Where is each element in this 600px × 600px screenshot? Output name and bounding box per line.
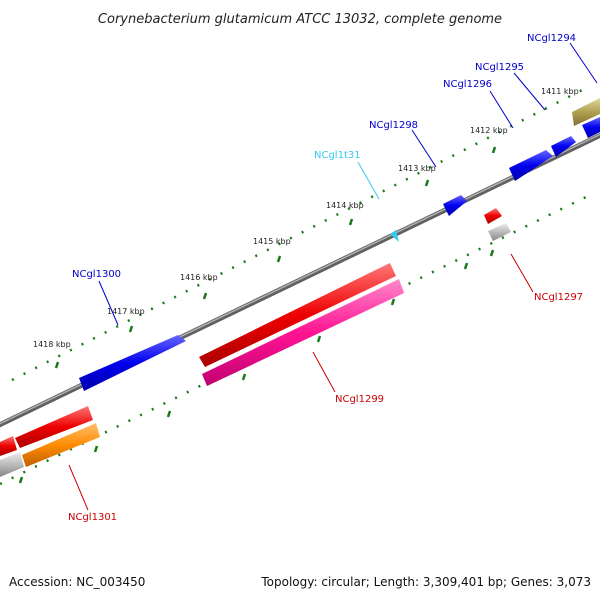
kbp-label-1413: 1413 kbp	[398, 164, 436, 173]
gene-label-ncgl1301[interactable]: NCgl1301	[68, 512, 117, 523]
leader-lines	[68, 42, 598, 511]
scale-labels: 1411 kbp 1412 kbp 1413 kbp 1414 kbp 1415…	[33, 87, 579, 349]
gene-arrow-ncgl1300[interactable]	[79, 335, 186, 391]
gene-feature-ncgl1299-pink	[202, 279, 404, 386]
gene-labels: NCgl1294 NCgl1295 NCgl1296 NCgl1298 NCgl…	[68, 33, 583, 523]
gene-arrow-ncgl1299[interactable]	[199, 263, 396, 367]
olive-feature	[572, 98, 600, 126]
kbp-label-1416: 1416 kbp	[180, 273, 218, 282]
gene-label-ncgl1300[interactable]: NCgl1300	[72, 269, 121, 280]
genome-stats-text: Topology: circular; Length: 3,309,401 bp…	[260, 575, 591, 589]
gene-label-ncgl1296[interactable]: NCgl1296	[443, 79, 492, 90]
gene-label-ncgl1295[interactable]: NCgl1295	[475, 62, 524, 73]
gene-label-ncgl1294[interactable]: NCgl1294	[527, 33, 576, 44]
gene-arrow-ncgl1296[interactable]	[509, 150, 553, 181]
gene-label-ncgl1t31[interactable]: NCgl1t31	[314, 150, 361, 161]
gene-arrow-ncgl1301[interactable]	[15, 406, 93, 448]
gene-arrow-ncgl1297[interactable]	[484, 208, 502, 224]
outer-major-ticks	[54, 146, 497, 369]
gene-feature-left-gray	[0, 452, 24, 477]
kbp-label-1415: 1415 kbp	[253, 237, 291, 246]
reverse-genes	[0, 208, 511, 477]
accession-text: Accession: NC_003450	[9, 575, 145, 589]
kbp-label-1414: 1414 kbp	[326, 201, 364, 210]
gene-arrow-ncgl1294[interactable]	[582, 117, 600, 138]
gene-arrow-ncgl1298[interactable]	[443, 195, 467, 216]
gene-feature-ncgl1301-orange	[22, 423, 100, 467]
gene-feature-left-red	[0, 436, 17, 456]
gene-label-ncgl1297[interactable]: NCgl1297	[534, 292, 583, 303]
forward-genes	[79, 98, 600, 391]
gene-arrow-ncgl1t31[interactable]	[390, 230, 399, 242]
kbp-label-1411: 1411 kbp	[541, 87, 579, 96]
kbp-label-1417: 1417 kbp	[107, 307, 145, 316]
kbp-label-1418: 1418 kbp	[33, 340, 71, 349]
gene-label-ncgl1299[interactable]: NCgl1299	[335, 394, 384, 405]
gene-arrow-ncgl1295[interactable]	[551, 136, 576, 157]
map-title: Corynebacterium glutamicum ATCC 13032, c…	[98, 12, 502, 27]
gene-feature-ncgl1297-gray	[488, 223, 511, 241]
inner-major-ticks	[18, 249, 495, 484]
kbp-label-1412: 1412 kbp	[470, 126, 508, 135]
inner-scale-ticks	[0, 193, 591, 486]
gene-label-ncgl1298[interactable]: NCgl1298	[369, 120, 418, 131]
